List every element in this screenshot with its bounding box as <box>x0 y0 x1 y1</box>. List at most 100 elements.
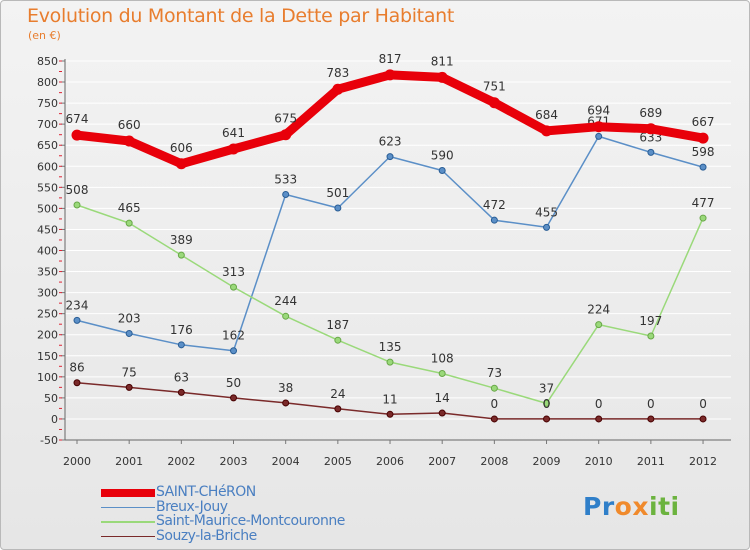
data-point <box>699 163 707 171</box>
data-point <box>490 384 498 392</box>
y-tick-label: 650 <box>37 139 58 152</box>
legend-label: Breux-Jouy <box>156 498 228 515</box>
x-tick-label: 2012 <box>689 455 717 468</box>
data-label: 598 <box>692 145 715 159</box>
logo-letter: x <box>632 492 649 521</box>
data-label: 751 <box>483 80 506 94</box>
logo-letter: o <box>614 492 633 521</box>
data-point <box>177 388 185 396</box>
y-tick-label: 850 <box>37 55 58 68</box>
data-label: 455 <box>535 205 558 219</box>
y-tick-label: 100 <box>37 371 58 384</box>
y-tick-label: 0 <box>51 413 58 426</box>
data-label: 590 <box>431 148 454 162</box>
data-label: 472 <box>483 198 506 212</box>
data-point <box>386 410 394 418</box>
x-tick-label: 2001 <box>115 455 143 468</box>
data-label: 606 <box>170 141 193 155</box>
y-tick-label: 550 <box>37 181 58 194</box>
y-tick-label: 800 <box>37 76 58 89</box>
y-tick-label: 700 <box>37 118 58 131</box>
data-point <box>125 329 133 337</box>
data-point <box>71 129 83 141</box>
logo-letter: i <box>649 492 659 521</box>
data-point <box>228 143 240 155</box>
x-tick-label: 2011 <box>637 455 665 468</box>
unit-label: (en €) <box>28 29 61 42</box>
data-point <box>175 158 187 170</box>
data-label: 694 <box>587 104 610 118</box>
data-label: 783 <box>326 66 349 80</box>
proxiti-logo: Proxiti <box>583 492 680 521</box>
data-point <box>593 121 605 133</box>
data-label: 817 <box>379 52 402 66</box>
y-tick-label: 250 <box>37 308 58 321</box>
logo-letter: P <box>583 492 602 521</box>
legend-label: Souzy-la-Briche <box>156 527 257 544</box>
data-label: 162 <box>222 329 245 343</box>
data-point <box>230 283 238 291</box>
data-label: 14 <box>435 391 450 405</box>
data-point <box>490 216 498 224</box>
data-point <box>230 394 238 402</box>
data-point <box>123 135 135 147</box>
data-point <box>490 415 498 423</box>
logo-letter: t <box>658 492 671 521</box>
x-tick-label: 2003 <box>220 455 248 468</box>
y-tick-label: 350 <box>37 266 58 279</box>
data-point <box>125 383 133 391</box>
data-label: 667 <box>692 115 715 129</box>
data-point <box>334 405 342 413</box>
data-label: 63 <box>174 370 189 384</box>
y-tick-label: 450 <box>37 223 58 236</box>
logo-letter: r <box>601 492 615 521</box>
legend-swatch <box>101 506 155 509</box>
data-label: 533 <box>274 172 297 186</box>
y-tick-label: 200 <box>37 329 58 342</box>
x-tick-label: 2006 <box>376 455 404 468</box>
data-point <box>334 336 342 344</box>
data-point <box>645 123 657 135</box>
data-label: 234 <box>66 298 89 312</box>
data-point <box>647 148 655 156</box>
x-tick-label: 2010 <box>585 455 613 468</box>
data-label: 641 <box>222 126 245 140</box>
data-label: 811 <box>431 54 454 68</box>
data-label: 465 <box>118 201 141 215</box>
data-point <box>438 369 446 377</box>
data-point <box>699 214 707 222</box>
data-label: 38 <box>278 381 293 395</box>
data-point <box>543 415 551 423</box>
data-point <box>541 125 553 137</box>
data-point <box>177 251 185 259</box>
x-tick-label: 2005 <box>324 455 352 468</box>
data-point <box>595 321 603 329</box>
data-point <box>125 219 133 227</box>
data-label: 501 <box>326 186 349 200</box>
data-label: 203 <box>118 311 141 325</box>
data-label: 684 <box>535 108 558 122</box>
data-label: 224 <box>587 303 610 317</box>
legend-swatch <box>101 489 155 497</box>
data-label: 108 <box>431 351 454 365</box>
data-point <box>595 132 603 140</box>
data-label: 197 <box>639 314 662 328</box>
legend-swatch <box>101 535 155 538</box>
data-point <box>647 415 655 423</box>
data-label: 73 <box>487 366 502 380</box>
x-tick-label: 2008 <box>480 455 508 468</box>
data-point <box>438 409 446 417</box>
data-label: 187 <box>326 318 349 332</box>
data-point <box>386 358 394 366</box>
data-label: 0 <box>491 397 499 411</box>
data-label: 389 <box>170 233 193 247</box>
data-label: 675 <box>274 112 297 126</box>
data-label: 24 <box>330 387 345 401</box>
y-tick-label: 500 <box>37 202 58 215</box>
data-point <box>699 415 707 423</box>
data-label: 176 <box>170 323 193 337</box>
data-point <box>282 312 290 320</box>
data-label: 0 <box>595 397 603 411</box>
y-tick-label: 600 <box>37 160 58 173</box>
